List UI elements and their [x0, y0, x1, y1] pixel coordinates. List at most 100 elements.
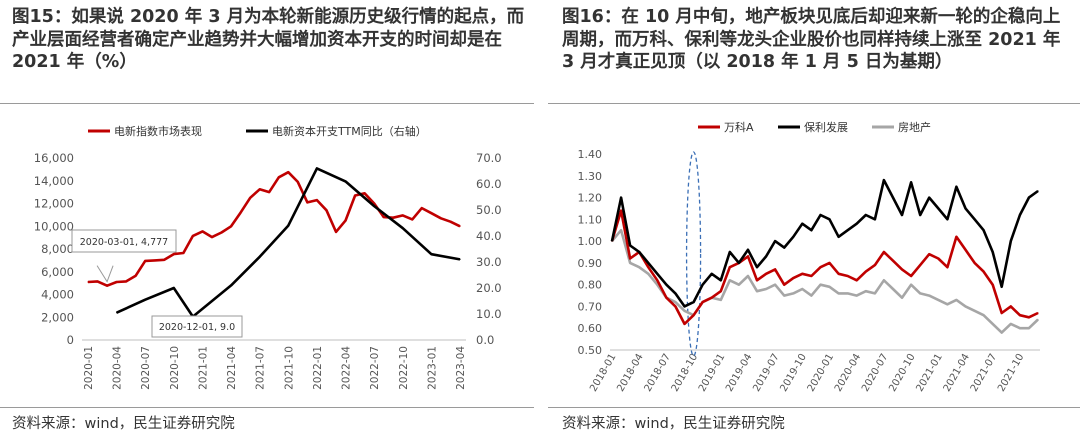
x-tick-label: 2022-01 [312, 346, 324, 390]
y-tick-label: 1.30 [578, 170, 603, 183]
series-point-2 [720, 299, 722, 301]
y-tick-label: 0.70 [578, 300, 603, 313]
x-tick-label: 2019-04 [724, 352, 754, 394]
callout-box-capex [151, 315, 243, 338]
series-point-0 [847, 275, 849, 277]
series-point-0 [729, 266, 731, 268]
series-point-2 [946, 303, 948, 305]
series-point-0 [620, 210, 622, 212]
left-figure-panel: 图15：如果说 2020 年 3 月为本轮新能源历史级行情的起点，而产业层面经营… [0, 0, 534, 439]
series-point-1 [946, 218, 948, 220]
series-point-index [449, 221, 452, 223]
series-point-0 [647, 266, 649, 268]
series-point-index [182, 252, 184, 254]
x-tick-label: 2021-10 [996, 352, 1026, 394]
series-point-index [87, 281, 89, 283]
series-point-index [268, 191, 270, 193]
series-point-1 [783, 247, 785, 249]
series-point-index [125, 280, 127, 283]
series-point-2 [1028, 327, 1030, 329]
series-point-0 [810, 275, 813, 277]
series-point-1 [955, 186, 958, 188]
x-tick-label: 2021-01 [197, 346, 209, 390]
x-tick-label: 2020-10 [169, 346, 181, 390]
series-point-2 [792, 292, 794, 294]
legend-label-index: 电新指数市场表现 [114, 124, 202, 138]
series-point-2 [819, 284, 822, 286]
series-point-1 [847, 229, 849, 231]
series-point-1 [656, 273, 658, 275]
series-point-index [154, 259, 156, 261]
series-point-1 [992, 251, 994, 253]
x-tick-label: 2020-10 [887, 352, 917, 394]
x-tick-label: 2019-07 [751, 352, 781, 394]
y-left-tick-label: 16,000 [34, 151, 74, 165]
series-point-0 [919, 264, 921, 266]
series-point-0 [683, 323, 686, 325]
x-tick-label: 2021-04 [942, 352, 972, 394]
series-point-2 [883, 279, 885, 281]
series-point-index [316, 199, 318, 201]
series-point-2 [647, 273, 649, 275]
series-point-0 [711, 297, 713, 299]
series-point-index [240, 212, 242, 214]
series-point-2 [783, 294, 785, 297]
x-tick-label: 2018-04 [615, 352, 645, 394]
x-tick-label: 2021-07 [255, 346, 267, 390]
series-point-2 [801, 288, 803, 290]
series-point-index [192, 235, 194, 237]
series-point-index [259, 188, 261, 190]
legend-label-capex: 电新资本开支TTM同比（右轴） [272, 124, 427, 138]
series-point-1 [856, 223, 858, 225]
series-point-index [201, 230, 204, 232]
series-point-1 [1019, 214, 1021, 216]
series-point-1 [702, 284, 704, 286]
legend-label-1: 保利发展 [804, 120, 848, 134]
series-point-2 [765, 288, 767, 290]
series-point-0 [983, 271, 985, 273]
series-point-2 [856, 294, 858, 297]
y-tick-label: 1.00 [578, 235, 603, 248]
series-point-2 [1010, 323, 1012, 325]
x-tick-label: 2022-10 [398, 346, 410, 390]
y-left-tick-label: 14,000 [34, 174, 74, 188]
series-point-index [459, 225, 461, 227]
series-point-2 [638, 266, 640, 268]
series-point-1 [828, 218, 831, 220]
legend-label-2: 房地产 [898, 120, 931, 134]
y-tick-label: 0.80 [578, 279, 603, 292]
right-source-note: 资料来源：wind，民生证券研究院 [562, 416, 785, 432]
x-tick-label: 2019-01 [697, 352, 727, 394]
series-point-2 [901, 297, 903, 299]
series-point-index [354, 194, 356, 197]
series-point-2 [983, 314, 985, 316]
series-point-0 [828, 262, 831, 264]
series-line-2 [611, 228, 1039, 334]
x-tick-label: 2020-04 [112, 346, 124, 390]
series-point-index [421, 207, 423, 209]
series-point-0 [1019, 314, 1021, 316]
y-tick-label: 1.10 [578, 213, 603, 226]
y-left-tick-label: 8,000 [41, 242, 74, 256]
x-tick-label: 2019-10 [779, 352, 809, 394]
right-figure-panel: 图16：在 10 月中旬，地产板块见底后却迎来新一轮的企稳向上周期，而万科、保利… [548, 0, 1080, 439]
series-point-2 [992, 323, 994, 325]
series-point-capex [316, 167, 318, 169]
series-point-index [411, 218, 413, 221]
series-point-2 [756, 290, 758, 292]
series-point-1 [883, 179, 885, 181]
series-point-0 [765, 273, 767, 275]
series-point-index [278, 176, 280, 178]
series-point-1 [774, 240, 776, 242]
callout-pointer-low [96, 265, 114, 283]
series-point-2 [1019, 327, 1021, 329]
y-tick-label: 1.40 [578, 148, 603, 161]
y-tick-label: 0.60 [578, 322, 603, 335]
series-point-1 [747, 249, 749, 251]
x-tick-label: 2021-04 [226, 346, 238, 390]
callout-text-low: 2020-03-01, 4,777 [80, 237, 168, 248]
series-point-0 [910, 275, 912, 277]
series-point-0 [946, 266, 948, 268]
series-point-index [220, 231, 223, 234]
y-left-tick-label: 12,000 [34, 197, 74, 211]
